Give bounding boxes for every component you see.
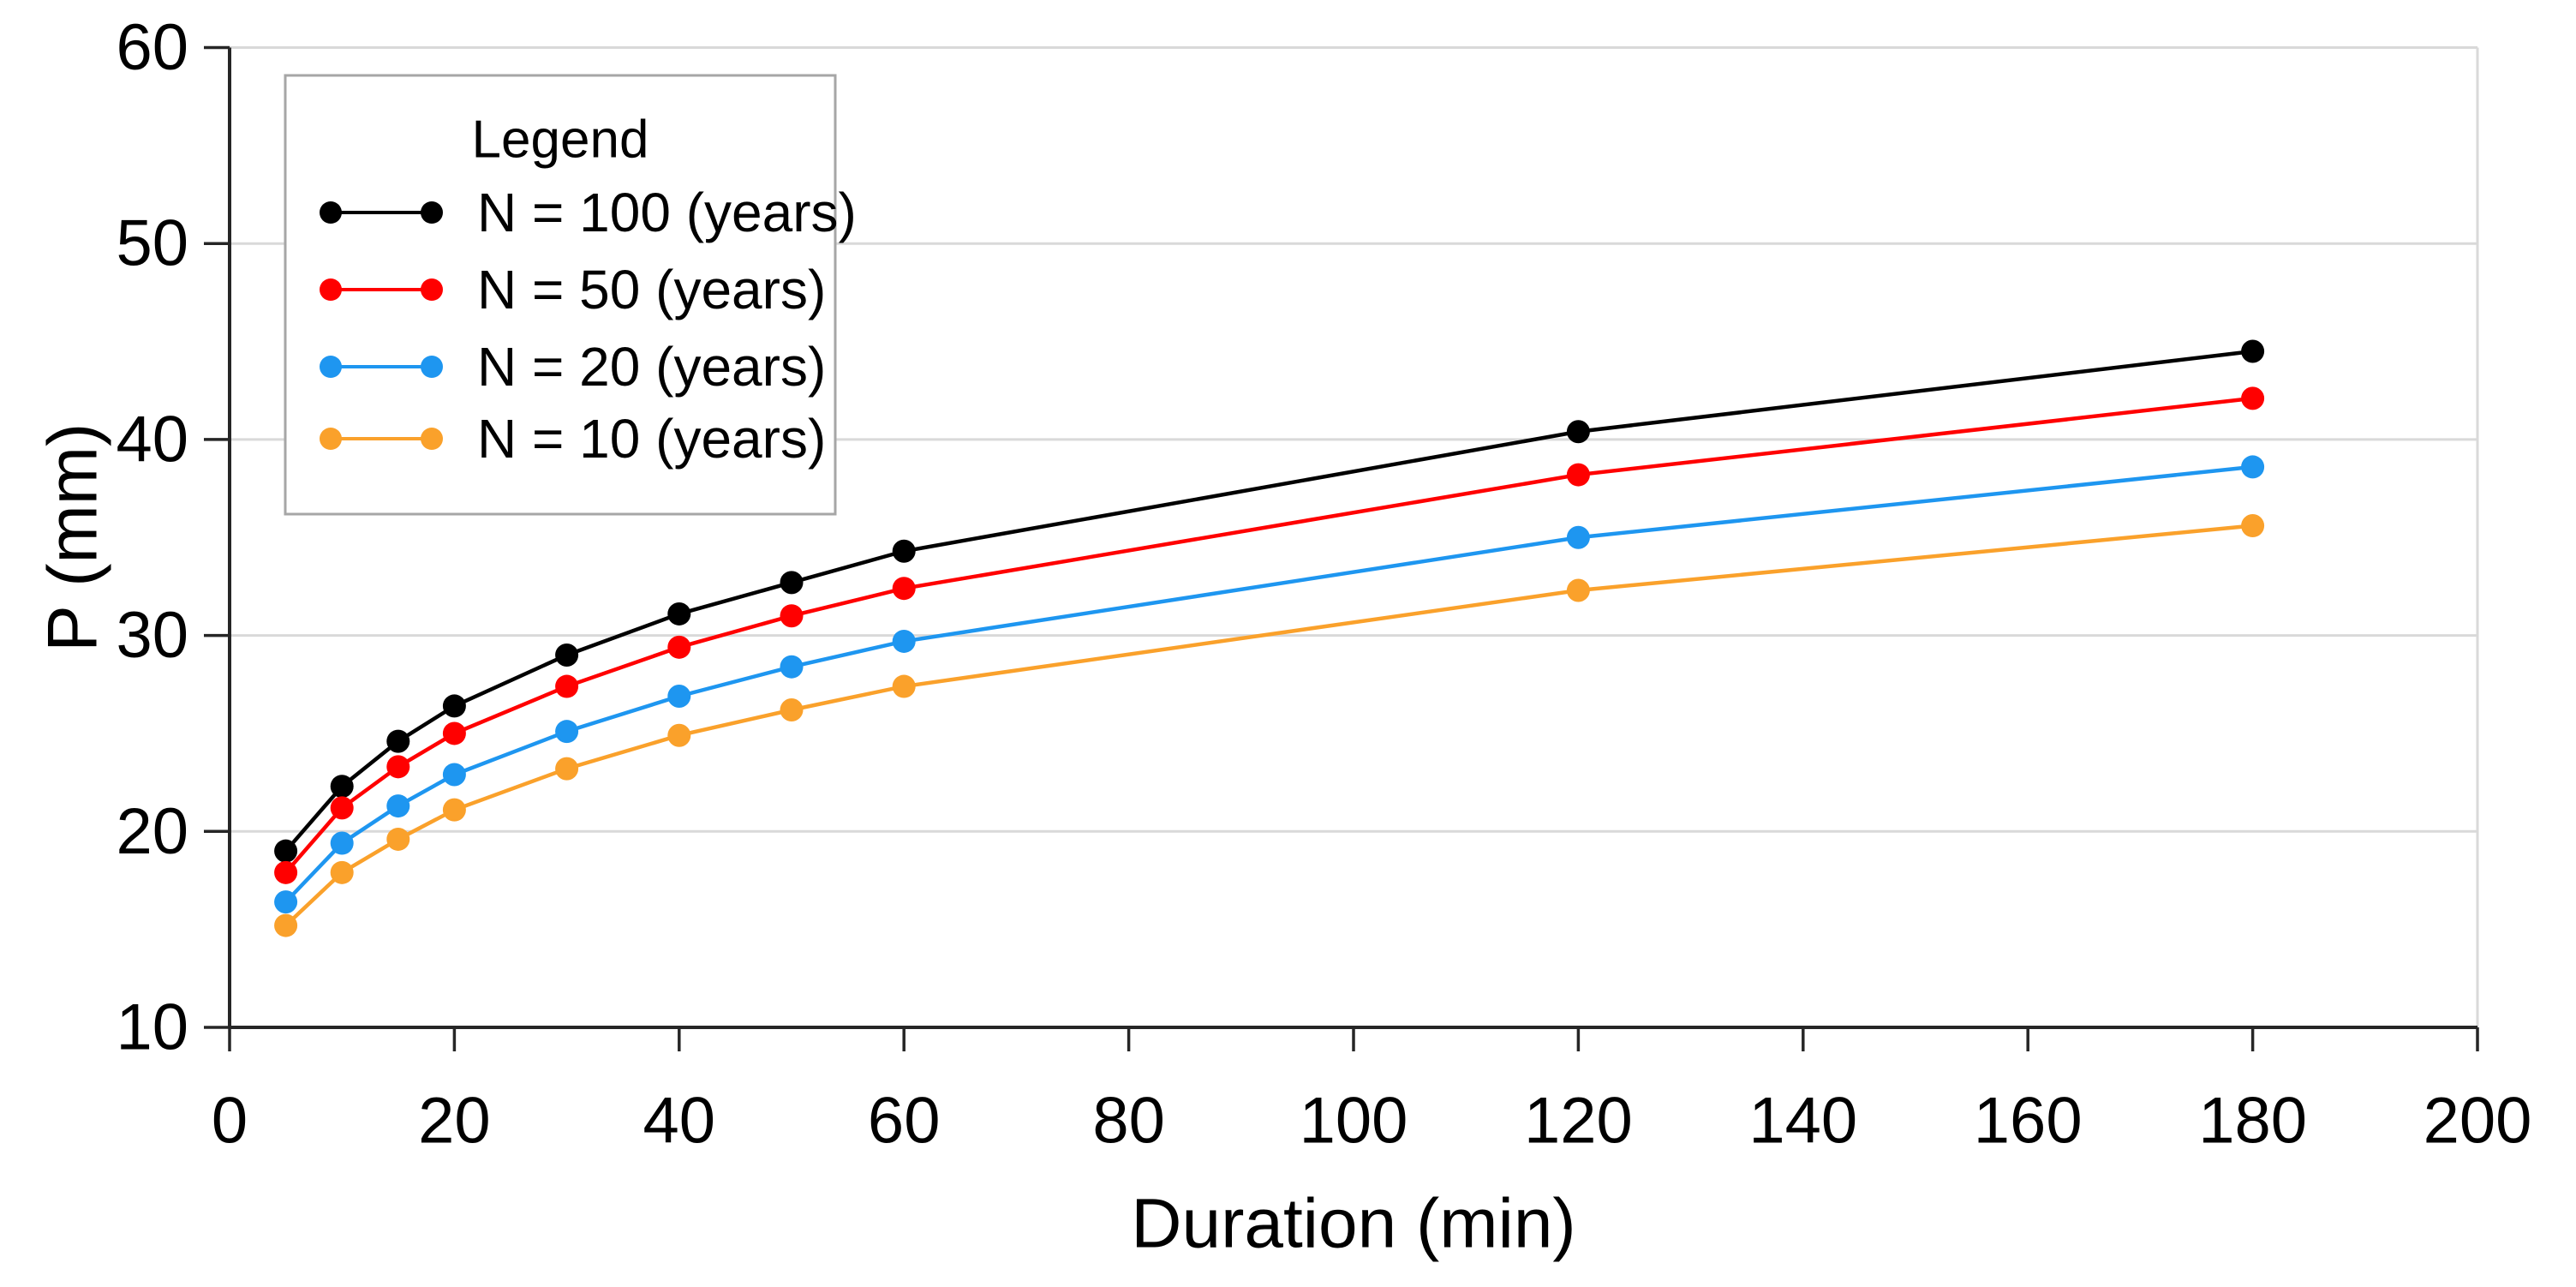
series-n-20-years-point-x10 — [330, 831, 354, 855]
legend-entry-3: N = 10 (years) — [320, 408, 826, 470]
series-n-20-years — [274, 455, 2265, 914]
series-n-100-years-point-x30 — [555, 643, 579, 667]
series-n-100-years — [274, 339, 2265, 863]
series-n-10-years-point-x40 — [667, 723, 691, 747]
series-n-20-years-point-x40 — [667, 684, 691, 708]
legend-marker-dot-0b — [421, 201, 443, 224]
series-n-100-years-point-x10 — [330, 775, 354, 799]
series-n-50-years-point-x20 — [442, 721, 466, 745]
legend: Legend N = 100 (years) N = 50 (years) N = 2… — [284, 74, 857, 516]
x-tick-label-160: 160 — [1974, 1085, 2083, 1158]
legend-marker-dot-0a — [320, 201, 342, 224]
series-n-10-years-point-x5 — [274, 913, 298, 937]
y-tick-label-10: 10 — [116, 991, 188, 1064]
legend-entry-2: N = 20 (years) — [320, 336, 826, 398]
x-tick-label-40: 40 — [643, 1085, 716, 1158]
series-n-50-years-point-x10 — [330, 796, 354, 820]
series-n-100-years-point-x60 — [892, 539, 916, 563]
series-n-100-years-point-x50 — [780, 571, 804, 595]
x-tick-label-180: 180 — [2198, 1085, 2307, 1158]
legend-label-3: N = 10 (years) — [477, 408, 826, 470]
legend-box — [284, 74, 837, 516]
series-n-20-years-point-x30 — [555, 720, 579, 744]
series-n-50-years-point-x40 — [667, 635, 691, 659]
series-n-10-years-point-x120 — [1566, 578, 1590, 602]
y-tick-label-30: 30 — [116, 599, 188, 672]
series-n-10-years-line — [284, 524, 2253, 927]
legend-marker-dot-2a — [320, 356, 342, 378]
series-n-100-years-point-x40 — [667, 602, 691, 626]
series-n-50-years — [274, 386, 2265, 884]
series-n-100-years-point-x120 — [1566, 420, 1590, 444]
series-n-10-years-point-x20 — [442, 798, 466, 822]
series-n-50-years-point-x5 — [274, 860, 298, 884]
legend-label-1: N = 50 (years) — [477, 259, 826, 320]
series-n-50-years-point-x15 — [386, 755, 410, 779]
x-tick-label-100: 100 — [1300, 1085, 1408, 1158]
legend-marker-dot-1a — [320, 278, 342, 301]
legend-marker-dot-2b — [421, 356, 443, 378]
series-n-10-years-point-x60 — [892, 674, 916, 698]
series-n-10-years — [274, 514, 2265, 937]
series-n-50-years-point-x30 — [555, 674, 579, 698]
y-tick-label-60: 60 — [116, 11, 188, 84]
series-n-100-years-line — [284, 349, 2253, 853]
series-n-20-years-point-x50 — [780, 655, 804, 679]
series-n-50-years-point-x180 — [2241, 386, 2265, 410]
series-n-100-years-point-x15 — [386, 729, 410, 753]
series-n-50-years-point-x60 — [892, 577, 916, 601]
series-n-20-years-point-x60 — [892, 629, 916, 653]
series-n-10-years-point-x15 — [386, 827, 410, 851]
x-axis-title: Duration (min) — [1131, 1185, 1575, 1263]
legend-title: Legend — [472, 111, 649, 170]
series-n-20-years-line — [284, 464, 2253, 904]
legend-label-0: N = 100 (years) — [477, 182, 857, 243]
x-tick-label-20: 20 — [418, 1085, 491, 1158]
legend-marker-dot-3b — [421, 428, 443, 450]
series-n-10-years-point-x180 — [2241, 514, 2265, 538]
legend-marker-dot-3a — [320, 428, 342, 450]
x-tick-label-60: 60 — [868, 1085, 941, 1158]
x-tick-label-0: 0 — [212, 1085, 248, 1158]
series-n-50-years-line — [284, 396, 2253, 874]
series-n-50-years-point-x50 — [780, 604, 804, 628]
x-tick-label-80: 80 — [1092, 1085, 1165, 1158]
x-tick-label-140: 140 — [1748, 1085, 1857, 1158]
y-tick-label-50: 50 — [116, 207, 188, 280]
legend-entry-0: N = 100 (years) — [320, 182, 857, 243]
y-tick-label-40: 40 — [116, 403, 188, 476]
series-n-10-years-point-x30 — [555, 757, 579, 781]
series-n-10-years-point-x10 — [330, 860, 354, 884]
series-n-20-years-point-x15 — [386, 794, 410, 818]
series-n-50-years-point-x120 — [1566, 463, 1590, 487]
legend-marker-dot-1b — [421, 278, 443, 301]
legend-entry-1: N = 50 (years) — [320, 259, 826, 320]
series-n-100-years-point-x20 — [442, 694, 466, 718]
x-tick-label-120: 120 — [1524, 1085, 1633, 1158]
y-axis-title: P (mm) — [34, 423, 112, 652]
series-n-100-years-point-x5 — [274, 839, 298, 863]
series-n-20-years-point-x120 — [1566, 525, 1590, 549]
series-n-20-years-point-x180 — [2241, 455, 2265, 479]
series-n-20-years-point-x20 — [442, 763, 466, 787]
series-n-20-years-point-x5 — [274, 890, 298, 914]
x-tick-label-200: 200 — [2424, 1085, 2532, 1158]
y-tick-label-20: 20 — [116, 795, 188, 868]
legend-label-2: N = 20 (years) — [477, 336, 826, 398]
series-n-10-years-point-x50 — [780, 698, 804, 722]
series-n-100-years-point-x180 — [2241, 339, 2265, 363]
